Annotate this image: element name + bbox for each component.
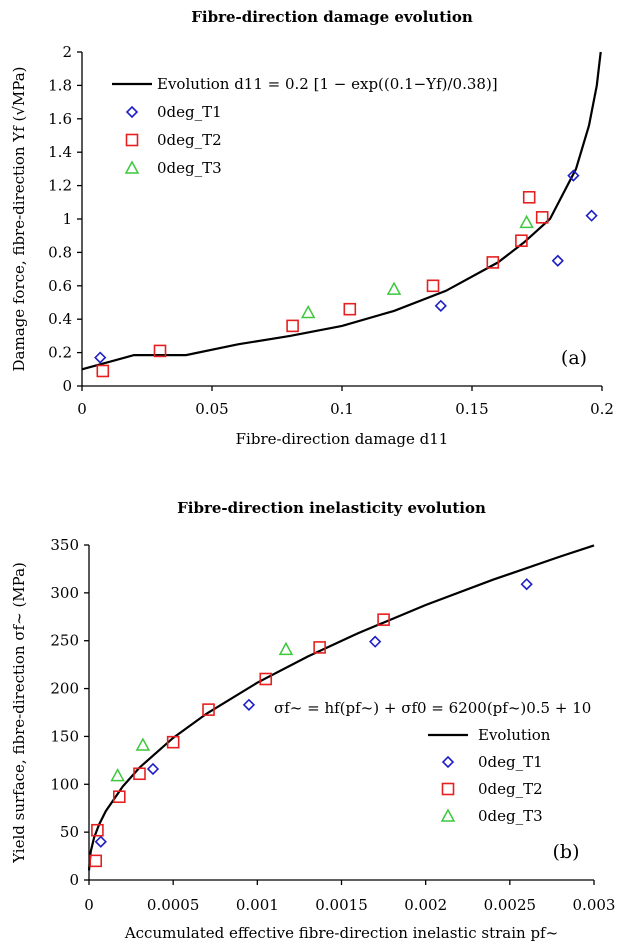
data-point-0deg_T2	[91, 823, 104, 837]
legend: σf~ = hf(pf~) + σf0 = 6200(pf~)0.5 + 10 E…	[274, 699, 591, 825]
data-point-0deg_T3	[110, 768, 125, 782]
data-point-0deg_T3	[135, 737, 151, 751]
data-point-0deg_T2	[259, 672, 273, 686]
y-tick-label: 1.8	[48, 76, 72, 94]
data-point-0deg_T2	[515, 234, 528, 248]
chart-panel-b: Fibre-direction inelasticity evolution 0 5…	[10, 499, 615, 942]
legend-marker-0deg_T1	[125, 105, 139, 119]
y-axis-label: Yield surface, fibre-direction σf~ (MPa)	[10, 562, 28, 864]
y-tick-label: 100	[50, 775, 79, 793]
legend-label: 0deg_T3	[478, 807, 543, 825]
series-line-evolution	[81, 51, 602, 371]
data-point-0deg_T3	[300, 304, 316, 319]
x-tick-label: 0	[77, 400, 87, 418]
panel-label: (a)	[561, 347, 587, 369]
y-tick-label: 0	[62, 377, 72, 395]
x-tick-label: 0.002	[404, 896, 447, 914]
data-point-0deg_T2	[286, 319, 299, 333]
data-point-0deg_T1	[567, 169, 580, 182]
legend: Evolution d11 = 0.2 [1 − exp((0.1−Yf)/0.…	[112, 75, 498, 177]
x-tick-label: 0	[84, 896, 94, 914]
data-point-0deg_T1	[146, 762, 160, 776]
data-point-0deg_T2	[522, 190, 536, 204]
legend-marker-0deg_T2	[125, 133, 139, 147]
data-point-0deg_T2	[153, 344, 167, 358]
legend-label: Evolution	[478, 726, 551, 744]
y-tick-label: 0.4	[48, 310, 72, 328]
data-point-0deg_T2	[89, 854, 103, 868]
data-point-0deg_T3	[278, 641, 294, 656]
panel-label: (b)	[553, 841, 580, 863]
y-tick-label: 1	[62, 210, 72, 228]
chart-title: Fibre-direction damage evolution	[191, 8, 473, 26]
legend-marker-0deg_T1	[441, 755, 455, 769]
x-tick-label: 0.05	[195, 400, 228, 418]
x-tick-label: 0.15	[455, 400, 488, 418]
data-point-0deg_T1	[520, 578, 533, 591]
data-point-0deg_T2	[113, 790, 126, 804]
y-tick-label: 0.8	[48, 243, 72, 261]
legend-label: 0deg_T1	[478, 753, 543, 771]
data-point-0deg_T2	[343, 302, 357, 316]
data-point-0deg_T2	[133, 767, 146, 781]
data-point-0deg_T1	[369, 635, 382, 648]
data-point-0deg_T1	[94, 351, 107, 364]
data-point-0deg_T2	[486, 256, 500, 269]
y-tick-label: 0	[69, 871, 79, 889]
data-point-0deg_T1	[585, 209, 598, 222]
legend-label: 0deg_T3	[157, 159, 222, 177]
legend-label: Evolution d11 = 0.2 [1 − exp((0.1−Yf)/0.…	[157, 75, 498, 93]
data-point-0deg_T2	[426, 279, 440, 293]
y-tick-label: 300	[50, 584, 79, 602]
data-point-0deg_T1	[434, 299, 447, 312]
y-tick-label: 50	[60, 823, 79, 841]
x-tick-label: 0.1	[330, 400, 354, 418]
y-tick-label: 1.6	[48, 110, 72, 128]
legend-marker-0deg_T2	[441, 782, 455, 796]
data-point-0deg_T2	[535, 211, 549, 224]
x-axis-label: Accumulated effective fibre-direction in…	[124, 924, 558, 942]
y-tick-label: 0.2	[48, 344, 72, 362]
data-point-0deg_T3	[519, 214, 534, 229]
x-tick-label: 0.003	[573, 896, 616, 914]
legend-label: 0deg_T2	[478, 780, 543, 798]
y-tick-label: 0.6	[48, 277, 72, 295]
data-point-0deg_T2	[96, 364, 110, 378]
series-line-evolution	[87, 544, 595, 871]
y-tick-label: 1.2	[48, 177, 72, 195]
data-point-0deg_T2	[377, 613, 390, 626]
legend-marker-0deg_T3	[124, 160, 140, 174]
x-tick-label: 0.001	[236, 896, 279, 914]
y-tick-label: 2	[62, 43, 72, 61]
data-point-0deg_T2	[166, 735, 180, 749]
chart-title: Fibre-direction inelasticity evolution	[177, 499, 486, 517]
legend-marker-0deg_T3	[440, 808, 456, 822]
x-tick-label: 0.0005	[147, 896, 200, 914]
equation-label: σf~ = hf(pf~) + σf0 = 6200(pf~)0.5 + 10	[274, 699, 591, 717]
data-point-0deg_T1	[551, 254, 564, 267]
y-tick-label: 150	[50, 727, 79, 745]
y-tick-label: 200	[50, 680, 79, 698]
chart-panel-a: Fibre-direction damage evolution 0 0.2 0.4 0…	[10, 8, 614, 448]
data-point-0deg_T3	[386, 281, 402, 295]
data-point-0deg_T1	[242, 698, 256, 711]
y-tick-label: 1.4	[48, 143, 72, 161]
data-point-0deg_T2	[313, 641, 326, 654]
x-tick-label: 0.2	[590, 400, 614, 418]
legend-label: 0deg_T2	[157, 131, 222, 149]
y-axis-label: Damage force, fibre-direction Yf (√MPa)	[10, 66, 28, 371]
x-axis-label: Fibre-direction damage d11	[236, 430, 449, 448]
data-point-0deg_T2	[202, 703, 215, 716]
y-tick-label: 350	[50, 536, 79, 554]
y-tick-label: 250	[50, 632, 79, 650]
x-tick-label: 0.0025	[484, 896, 537, 914]
data-point-0deg_T1	[94, 835, 107, 848]
legend-label: 0deg_T1	[157, 103, 222, 121]
x-tick-label: 0.0015	[315, 896, 368, 914]
